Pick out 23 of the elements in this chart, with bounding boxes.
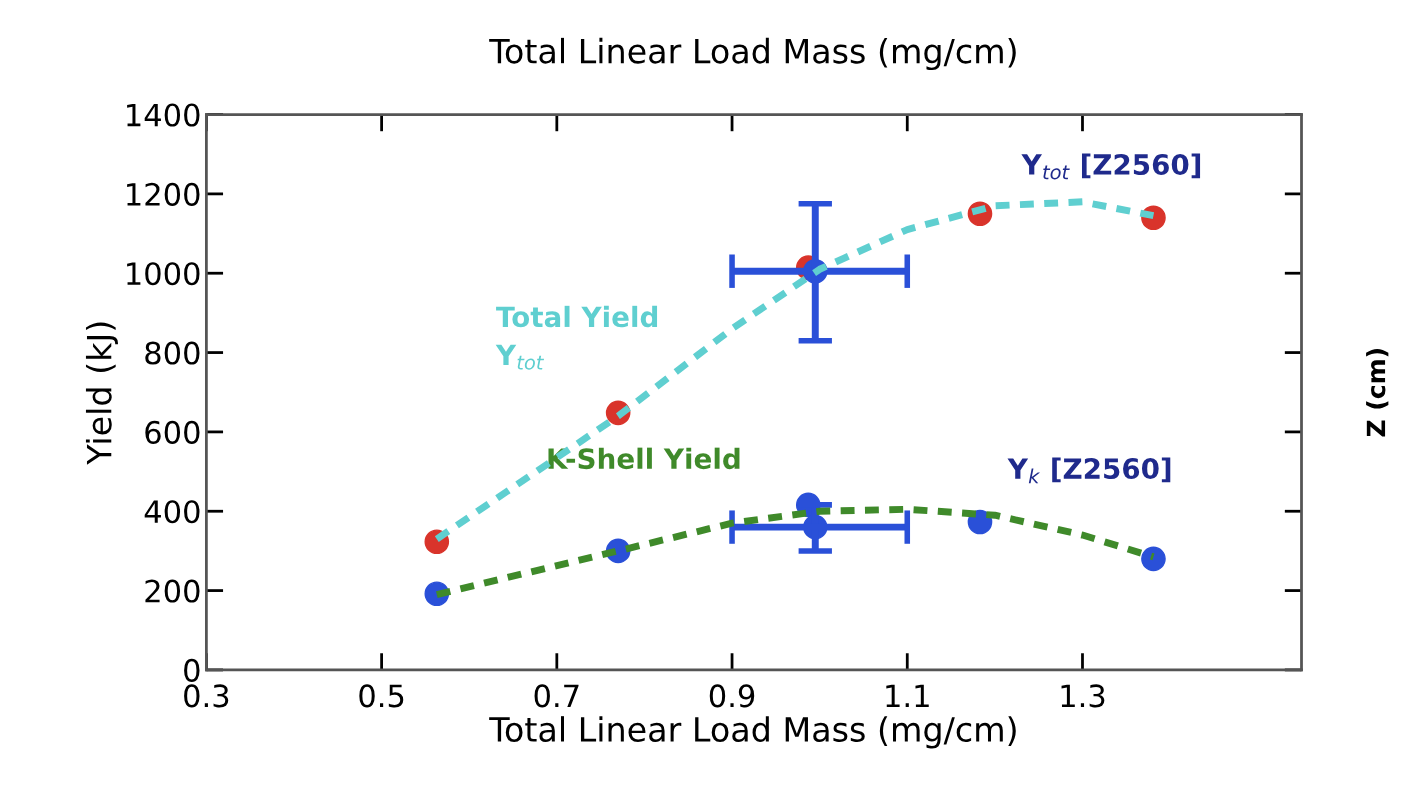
- y-tick-label: 1000: [127, 262, 200, 286]
- annotation: Y$_{k}$ [Z2560]: [1007, 457, 1171, 484]
- y-tick-label: 800: [145, 341, 200, 365]
- series-label: K-Shell Yield: [548, 447, 740, 470]
- y-tick-label: 1400: [127, 103, 200, 127]
- x-tick-label: 1.3: [1061, 684, 1105, 708]
- annotation: Y$_{tot}$: [495, 344, 545, 370]
- y-tick-label: 200: [145, 579, 200, 603]
- y-tick-label: 0: [184, 658, 200, 682]
- x-tick-label: 0.5: [359, 684, 404, 708]
- x-tick-label: 0.3: [184, 684, 229, 708]
- y-tick-label: 400: [144, 500, 200, 524]
- y-tick-label: 600: [145, 420, 200, 444]
- x-tick-label: 0.9: [709, 684, 755, 708]
- annotation: Y$_{tot}$ [Z2560]: [1021, 153, 1201, 180]
- x-tick-label: 1.1: [886, 684, 929, 708]
- x-tick-label: 0.7: [534, 684, 579, 708]
- series-label: Total Yield: [496, 305, 658, 328]
- x-axis-title: Total Linear Load Mass (mg/cm): [489, 716, 1016, 749]
- y-axis-title: Yield (kJ): [85, 322, 118, 465]
- y-tick-label: 1200: [127, 182, 200, 206]
- x2-axis-title: Total Linear Load Mass (mg/cm): [489, 37, 1016, 71]
- y2-axis-title: Z (cm): [1366, 349, 1389, 437]
